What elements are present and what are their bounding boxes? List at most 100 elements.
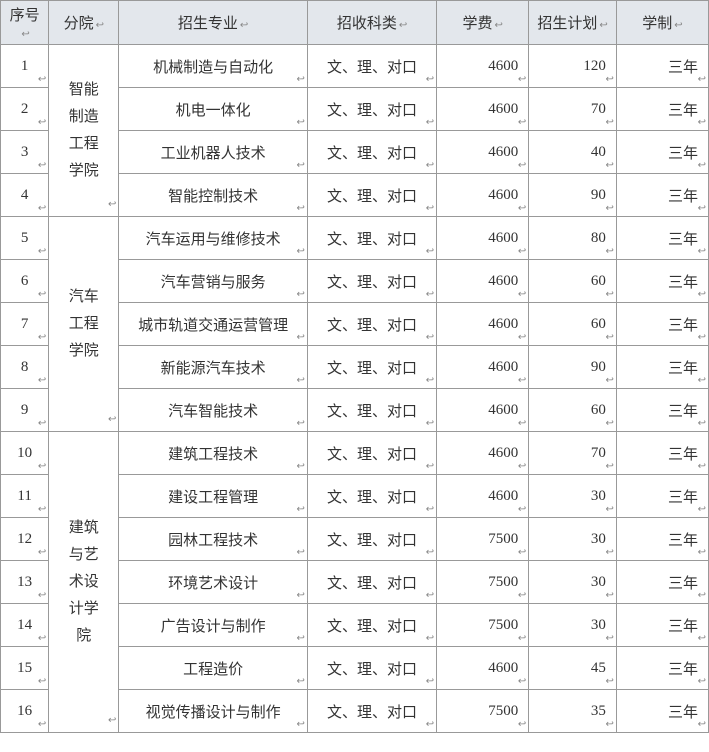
cell-fee: 4600↩ bbox=[437, 432, 529, 475]
cell-fee: 7500↩ bbox=[437, 518, 529, 561]
header-cat: 招收科类↩ bbox=[307, 1, 436, 45]
table-row: 1↩智能制造工程学院↩机械制造与自动化↩文、理、对口↩4600↩120↩三年↩ bbox=[1, 45, 709, 88]
table-row: 5↩汽车工程学院↩汽车运用与维修技术↩文、理、对口↩4600↩80↩三年↩ bbox=[1, 217, 709, 260]
cell-fee: 4600↩ bbox=[437, 647, 529, 690]
cell-plan: 30↩ bbox=[529, 475, 617, 518]
cell-duration: 三年↩ bbox=[616, 260, 708, 303]
cell-category: 文、理、对口↩ bbox=[307, 88, 436, 131]
cell-plan: 80↩ bbox=[529, 217, 617, 260]
cell-duration: 三年↩ bbox=[616, 475, 708, 518]
cell-category: 文、理、对口↩ bbox=[307, 303, 436, 346]
cell-duration: 三年↩ bbox=[616, 346, 708, 389]
cell-major: 广告设计与制作↩ bbox=[119, 604, 308, 647]
cell-major: 园林工程技术↩ bbox=[119, 518, 308, 561]
cell-seq: 9↩ bbox=[1, 389, 49, 432]
cell-major: 机电一体化↩ bbox=[119, 88, 308, 131]
cell-plan: 40↩ bbox=[529, 131, 617, 174]
cell-seq: 13↩ bbox=[1, 561, 49, 604]
cell-category: 文、理、对口↩ bbox=[307, 561, 436, 604]
cell-major: 汽车营销与服务↩ bbox=[119, 260, 308, 303]
cell-plan: 30↩ bbox=[529, 604, 617, 647]
cell-major: 视觉传播设计与制作↩ bbox=[119, 690, 308, 733]
cell-seq: 2↩ bbox=[1, 88, 49, 131]
cell-duration: 三年↩ bbox=[616, 217, 708, 260]
cell-duration: 三年↩ bbox=[616, 647, 708, 690]
cell-fee: 7500↩ bbox=[437, 690, 529, 733]
header-dept: 分院↩ bbox=[49, 1, 119, 45]
cell-category: 文、理、对口↩ bbox=[307, 604, 436, 647]
cell-plan: 70↩ bbox=[529, 88, 617, 131]
table-header-row: 序号↩分院↩招生专业↩招收科类↩学费↩招生计划↩学制↩ bbox=[1, 1, 709, 45]
cell-major: 工业机器人技术↩ bbox=[119, 131, 308, 174]
cell-category: 文、理、对口↩ bbox=[307, 647, 436, 690]
cell-category: 文、理、对口↩ bbox=[307, 260, 436, 303]
cell-major: 新能源汽车技术↩ bbox=[119, 346, 308, 389]
cell-fee: 4600↩ bbox=[437, 389, 529, 432]
cell-major: 机械制造与自动化↩ bbox=[119, 45, 308, 88]
cell-fee: 4600↩ bbox=[437, 45, 529, 88]
cell-fee: 4600↩ bbox=[437, 217, 529, 260]
cell-major: 工程造价↩ bbox=[119, 647, 308, 690]
header-plan: 招生计划↩ bbox=[529, 1, 617, 45]
cell-category: 文、理、对口↩ bbox=[307, 518, 436, 561]
table-row: 10↩建筑与艺术设计学院↩建筑工程技术↩文、理、对口↩4600↩70↩三年↩ bbox=[1, 432, 709, 475]
cell-dept: 智能制造工程学院↩ bbox=[49, 45, 119, 217]
cell-seq: 7↩ bbox=[1, 303, 49, 346]
cell-duration: 三年↩ bbox=[616, 303, 708, 346]
cell-seq: 11↩ bbox=[1, 475, 49, 518]
cell-major: 智能控制技术↩ bbox=[119, 174, 308, 217]
cell-duration: 三年↩ bbox=[616, 690, 708, 733]
cell-plan: 45↩ bbox=[529, 647, 617, 690]
cell-duration: 三年↩ bbox=[616, 561, 708, 604]
cell-major: 环境艺术设计↩ bbox=[119, 561, 308, 604]
cell-duration: 三年↩ bbox=[616, 88, 708, 131]
header-major: 招生专业↩ bbox=[119, 1, 308, 45]
cell-category: 文、理、对口↩ bbox=[307, 346, 436, 389]
cell-plan: 35↩ bbox=[529, 690, 617, 733]
cell-duration: 三年↩ bbox=[616, 131, 708, 174]
cell-category: 文、理、对口↩ bbox=[307, 131, 436, 174]
header-dur: 学制↩ bbox=[616, 1, 708, 45]
cell-category: 文、理、对口↩ bbox=[307, 690, 436, 733]
header-fee: 学费↩ bbox=[437, 1, 529, 45]
cell-seq: 3↩ bbox=[1, 131, 49, 174]
cell-seq: 12↩ bbox=[1, 518, 49, 561]
cell-fee: 7500↩ bbox=[437, 561, 529, 604]
cell-category: 文、理、对口↩ bbox=[307, 389, 436, 432]
cell-plan: 60↩ bbox=[529, 303, 617, 346]
cell-major: 建筑工程技术↩ bbox=[119, 432, 308, 475]
cell-seq: 15↩ bbox=[1, 647, 49, 690]
cell-plan: 90↩ bbox=[529, 174, 617, 217]
cell-plan: 120↩ bbox=[529, 45, 617, 88]
cell-duration: 三年↩ bbox=[616, 604, 708, 647]
cell-major: 城市轨道交通运营管理↩ bbox=[119, 303, 308, 346]
cell-dept: 汽车工程学院↩ bbox=[49, 217, 119, 432]
cell-plan: 90↩ bbox=[529, 346, 617, 389]
cell-category: 文、理、对口↩ bbox=[307, 432, 436, 475]
cell-seq: 10↩ bbox=[1, 432, 49, 475]
cell-fee: 4600↩ bbox=[437, 88, 529, 131]
cell-duration: 三年↩ bbox=[616, 518, 708, 561]
cell-category: 文、理、对口↩ bbox=[307, 217, 436, 260]
cell-seq: 1↩ bbox=[1, 45, 49, 88]
cell-fee: 4600↩ bbox=[437, 303, 529, 346]
header-seq: 序号↩ bbox=[1, 1, 49, 45]
cell-major: 汽车运用与维修技术↩ bbox=[119, 217, 308, 260]
cell-category: 文、理、对口↩ bbox=[307, 45, 436, 88]
cell-fee: 4600↩ bbox=[437, 174, 529, 217]
cell-seq: 6↩ bbox=[1, 260, 49, 303]
cell-major: 建设工程管理↩ bbox=[119, 475, 308, 518]
cell-dept: 建筑与艺术设计学院↩ bbox=[49, 432, 119, 733]
table-body: 1↩智能制造工程学院↩机械制造与自动化↩文、理、对口↩4600↩120↩三年↩2… bbox=[1, 45, 709, 733]
cell-fee: 4600↩ bbox=[437, 260, 529, 303]
cell-category: 文、理、对口↩ bbox=[307, 174, 436, 217]
cell-duration: 三年↩ bbox=[616, 432, 708, 475]
cell-category: 文、理、对口↩ bbox=[307, 475, 436, 518]
cell-duration: 三年↩ bbox=[616, 45, 708, 88]
cell-plan: 60↩ bbox=[529, 389, 617, 432]
enrollment-table: 序号↩分院↩招生专业↩招收科类↩学费↩招生计划↩学制↩ 1↩智能制造工程学院↩机… bbox=[0, 0, 709, 733]
cell-duration: 三年↩ bbox=[616, 389, 708, 432]
cell-fee: 7500↩ bbox=[437, 604, 529, 647]
cell-seq: 8↩ bbox=[1, 346, 49, 389]
cell-seq: 14↩ bbox=[1, 604, 49, 647]
